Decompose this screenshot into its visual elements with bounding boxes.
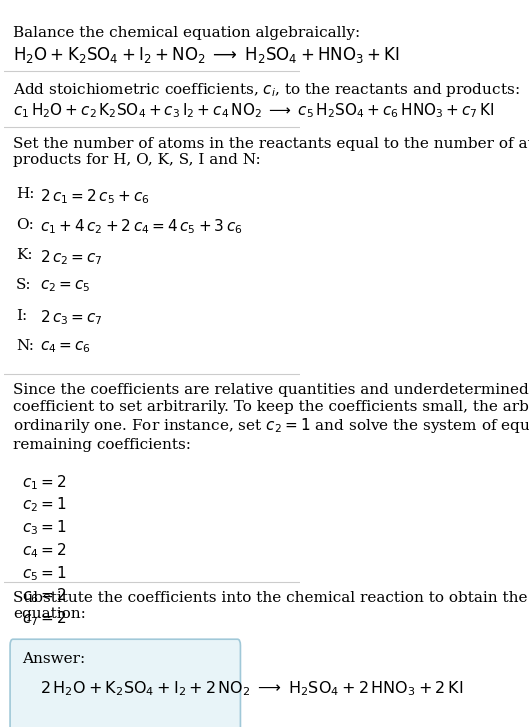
Text: $2\,\mathrm{H_2O + K_2SO_4 + I_2 + 2\,NO_2 \;\longrightarrow\; H_2SO_4 + 2\,HNO_: $2\,\mathrm{H_2O + K_2SO_4 + I_2 + 2\,NO… — [40, 679, 463, 698]
Text: $c_3 = 1$: $c_3 = 1$ — [22, 518, 67, 537]
Text: Balance the chemical equation algebraically:: Balance the chemical equation algebraica… — [13, 26, 360, 40]
Text: $c_5 = 1$: $c_5 = 1$ — [22, 564, 67, 583]
Text: $2\,c_2 = c_7$: $2\,c_2 = c_7$ — [40, 248, 103, 267]
Text: Answer:: Answer: — [22, 652, 85, 666]
Text: H:: H: — [16, 188, 34, 201]
Text: $c_6 = 2$: $c_6 = 2$ — [22, 587, 66, 606]
Text: Since the coefficients are relative quantities and underdetermined, choose a
coe: Since the coefficients are relative quan… — [13, 383, 529, 451]
Text: Set the number of atoms in the reactants equal to the number of atoms in the
pro: Set the number of atoms in the reactants… — [13, 137, 529, 167]
Text: $2\,c_1 = 2\,c_5 + c_6$: $2\,c_1 = 2\,c_5 + c_6$ — [40, 188, 149, 206]
Text: $c_1 = 2$: $c_1 = 2$ — [22, 473, 66, 491]
Text: $c_4 = c_6$: $c_4 = c_6$ — [40, 339, 90, 355]
Text: $c_2 = c_5$: $c_2 = c_5$ — [40, 278, 90, 294]
Text: $c_4 = 2$: $c_4 = 2$ — [22, 542, 66, 560]
Text: N:: N: — [16, 339, 34, 353]
Text: Add stoichiometric coefficients, $c_i$, to the reactants and products:: Add stoichiometric coefficients, $c_i$, … — [13, 81, 519, 100]
Text: S:: S: — [16, 278, 32, 292]
Text: $c_2 = 1$: $c_2 = 1$ — [22, 496, 67, 515]
Text: K:: K: — [16, 248, 33, 262]
Text: $c_1\,\mathrm{H_2O} + c_2\,\mathrm{K_2SO_4} + c_3\,\mathrm{I_2} + c_4\,\mathrm{N: $c_1\,\mathrm{H_2O} + c_2\,\mathrm{K_2SO… — [13, 101, 495, 119]
Text: Substitute the coefficients into the chemical reaction to obtain the balanced
eq: Substitute the coefficients into the che… — [13, 591, 529, 622]
Text: $c_7 = 2$: $c_7 = 2$ — [22, 609, 66, 628]
Text: O:: O: — [16, 218, 34, 232]
Text: $\mathrm{H_2O + K_2SO_4 + I_2 + NO_2 \;\longrightarrow\; H_2SO_4 + HNO_3 + KI}$: $\mathrm{H_2O + K_2SO_4 + I_2 + NO_2 \;\… — [13, 45, 400, 65]
FancyBboxPatch shape — [10, 639, 241, 727]
Text: $2\,c_3 = c_7$: $2\,c_3 = c_7$ — [40, 309, 103, 327]
Text: I:: I: — [16, 309, 27, 323]
Text: $c_1 + 4\,c_2 + 2\,c_4 = 4\,c_5 + 3\,c_6$: $c_1 + 4\,c_2 + 2\,c_4 = 4\,c_5 + 3\,c_6… — [40, 218, 242, 236]
